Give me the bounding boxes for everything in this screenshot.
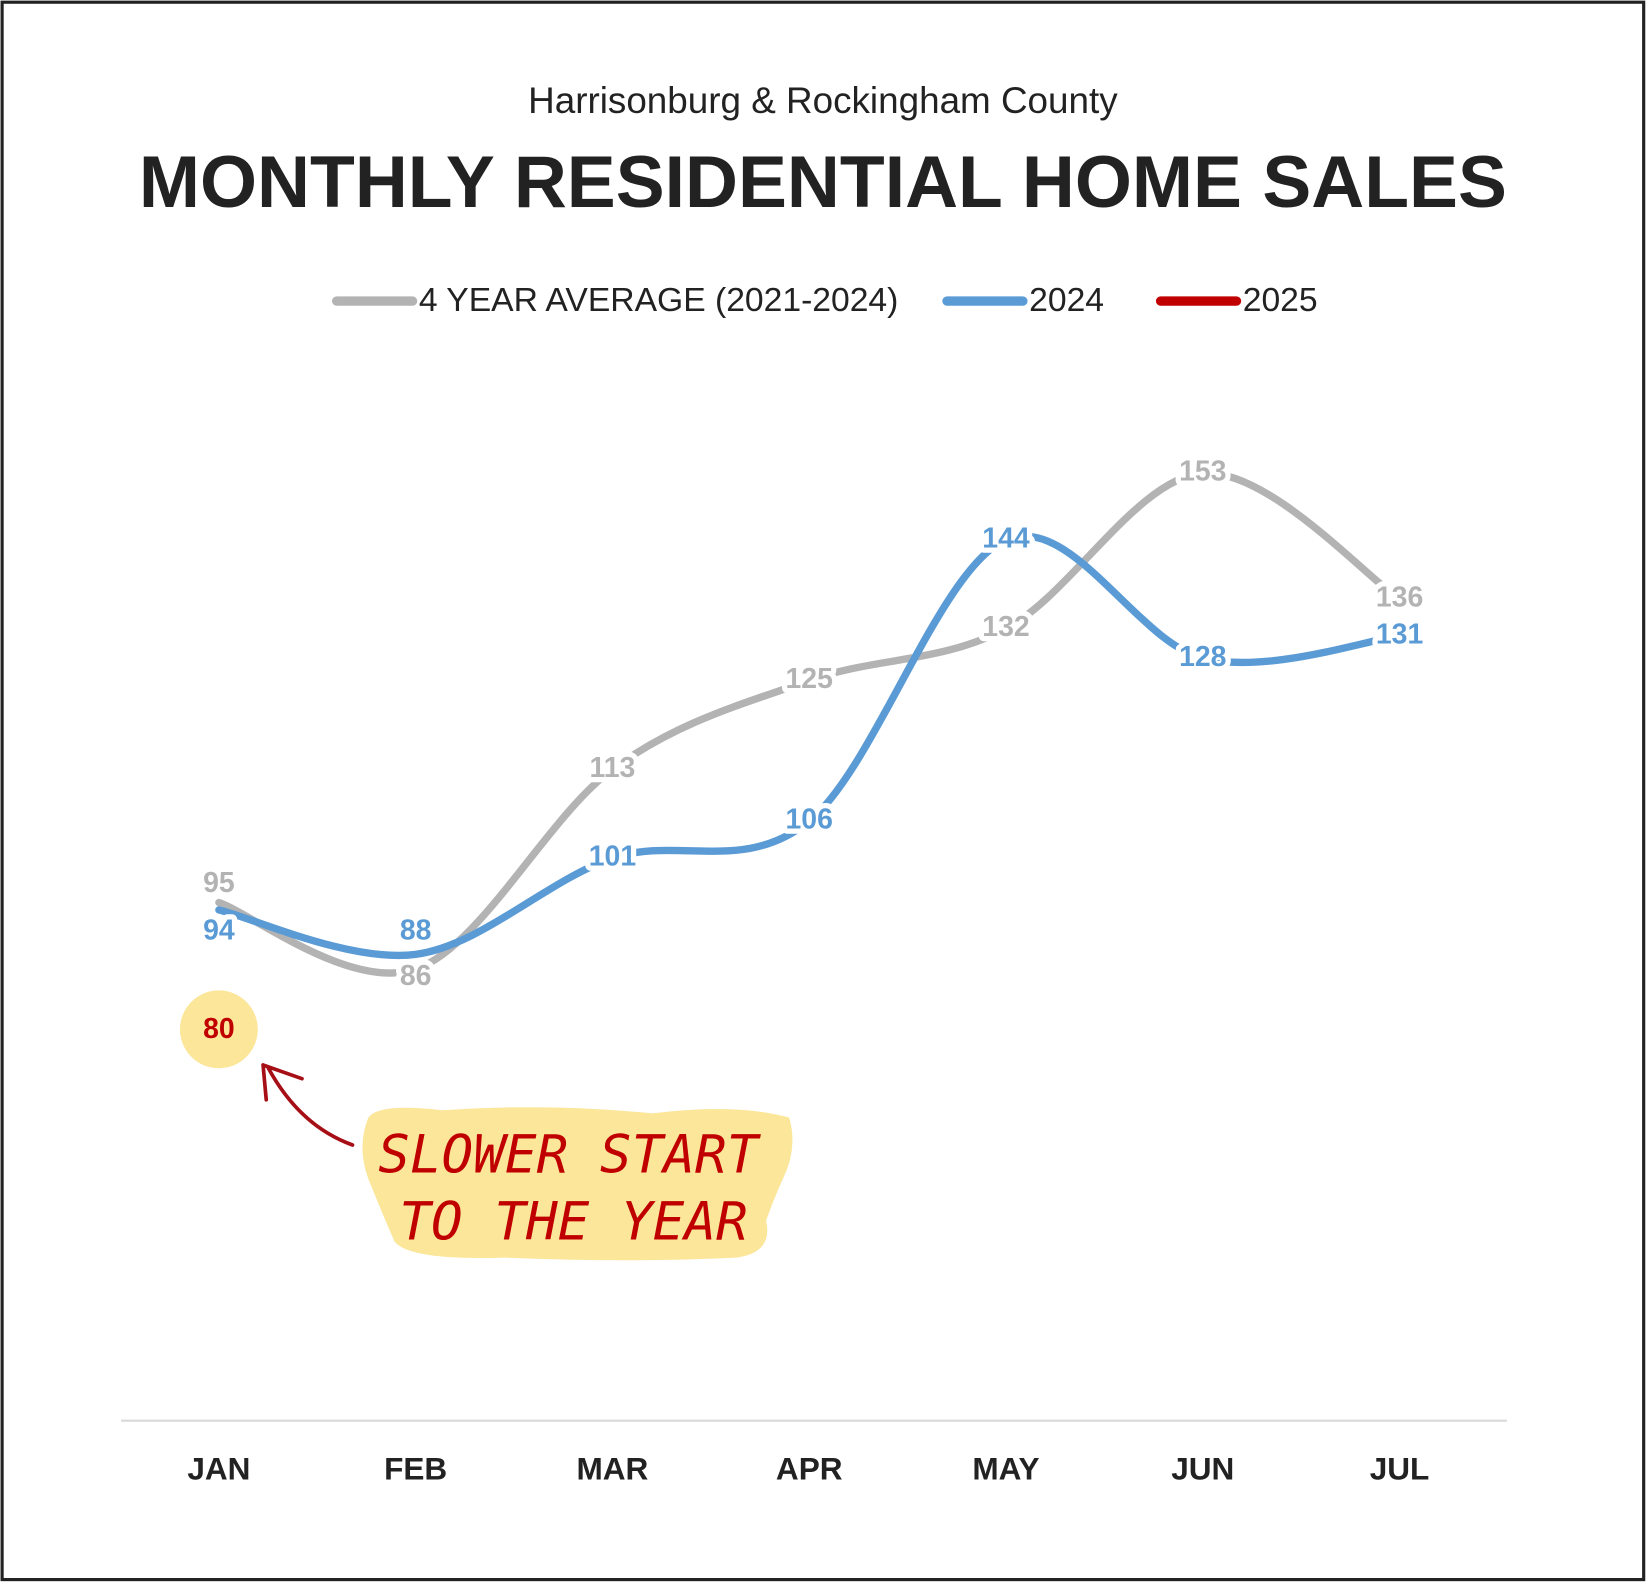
annotation: SLOWER START TO THE YEAR xyxy=(261,1063,793,1261)
annotation-text: TO THE YEAR xyxy=(399,1192,747,1253)
series-line xyxy=(215,469,1404,977)
chart-title: MONTHLY RESIDENTIAL HOME SALES xyxy=(139,140,1507,223)
data-label: 94 xyxy=(203,915,235,947)
chart-subtitle: Harrisonburg & Rockingham County xyxy=(528,80,1118,121)
data-label: 131 xyxy=(1376,619,1423,651)
data-label: 101 xyxy=(589,841,636,873)
x-tick-label: JUL xyxy=(1370,1451,1430,1487)
data-label: 128 xyxy=(1179,641,1226,673)
data-label: 95 xyxy=(203,867,235,899)
point-marker xyxy=(179,990,258,1069)
data-label: 113 xyxy=(590,752,636,784)
x-tick-label: MAR xyxy=(577,1451,649,1487)
data-label: 88 xyxy=(400,915,432,947)
data-label: 80 xyxy=(203,1013,235,1045)
data-label: 86 xyxy=(400,960,432,992)
legend-label: 2024 xyxy=(1029,282,1104,319)
data-label: 144 xyxy=(982,522,1030,554)
annotation-highlight xyxy=(362,1107,793,1261)
data-label: 132 xyxy=(982,611,1029,643)
legend-label: 2025 xyxy=(1243,282,1318,319)
legend-label: 4 YEAR AVERAGE (2021-2024) xyxy=(419,282,899,319)
data-label: 153 xyxy=(1179,456,1226,488)
annotation-arrow xyxy=(261,1063,355,1147)
data-label: 106 xyxy=(786,804,833,836)
x-tick-label: JUN xyxy=(1171,1451,1234,1487)
x-tick-label: APR xyxy=(776,1451,843,1487)
x-tick-label: FEB xyxy=(384,1451,447,1487)
x-tick-label: MAY xyxy=(972,1451,1039,1487)
annotation-text: SLOWER START xyxy=(378,1124,761,1185)
data-label: 125 xyxy=(786,663,833,695)
data-label: 136 xyxy=(1376,582,1423,614)
x-tick-label: JAN xyxy=(187,1451,250,1487)
series-line xyxy=(215,532,1404,960)
